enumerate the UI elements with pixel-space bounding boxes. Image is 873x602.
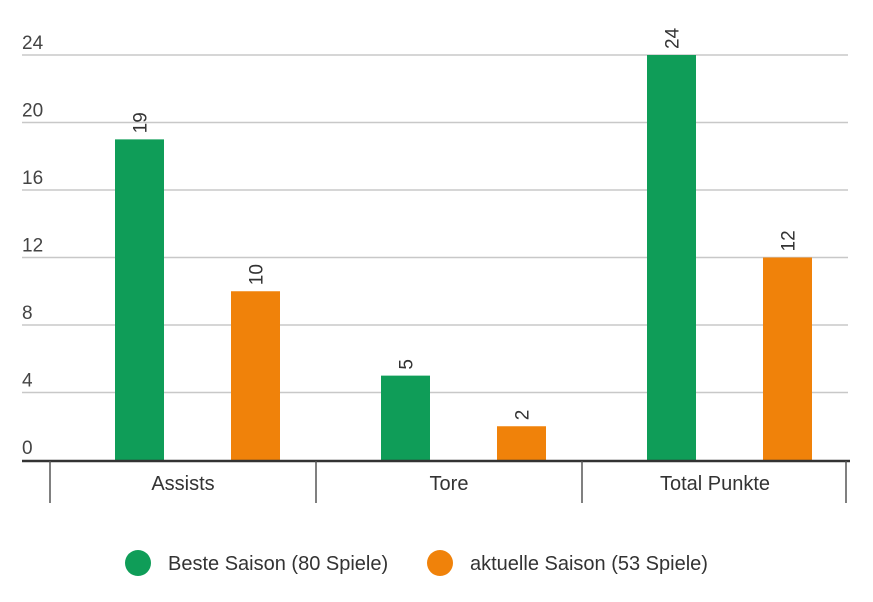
legend-label: aktuelle Saison (53 Spiele) xyxy=(470,553,708,575)
bar xyxy=(497,426,546,460)
y-tick-label: 16 xyxy=(22,168,43,189)
legend: Beste Saison (80 Spiele) aktuelle Saison … xyxy=(125,550,708,576)
x-tick-label: Total Punkte xyxy=(660,473,770,495)
data-label: 12 xyxy=(779,230,800,251)
data-label: 24 xyxy=(663,27,684,49)
legend-label: Beste Saison (80 Spiele) xyxy=(168,553,388,575)
bars xyxy=(115,55,812,460)
bar xyxy=(647,55,696,460)
y-tick-label: 12 xyxy=(22,236,43,257)
y-tick-label: 4 xyxy=(22,371,33,392)
data-label: 10 xyxy=(247,264,268,285)
data-label: 19 xyxy=(131,112,152,133)
legend-marker xyxy=(427,550,453,576)
y-tick-label: 24 xyxy=(22,33,44,54)
legend-marker xyxy=(125,550,151,576)
y-axis-ticks: 0 4 8 12 16 20 24 xyxy=(22,33,44,459)
x-tick-label: Tore xyxy=(430,473,469,495)
y-tick-label: 8 xyxy=(22,303,33,324)
bar xyxy=(115,139,164,460)
data-label: 5 xyxy=(397,359,418,370)
x-tick-label: Assists xyxy=(151,473,214,495)
bar xyxy=(763,257,812,460)
y-tick-label: 0 xyxy=(22,438,33,459)
x-axis: Assists Tore Total Punkte xyxy=(22,459,850,503)
data-label: 2 xyxy=(513,410,534,421)
bar xyxy=(381,375,430,460)
y-tick-label: 20 xyxy=(22,101,43,122)
data-labels: 19 10 5 2 24 12 xyxy=(131,27,800,420)
bar xyxy=(231,291,280,460)
